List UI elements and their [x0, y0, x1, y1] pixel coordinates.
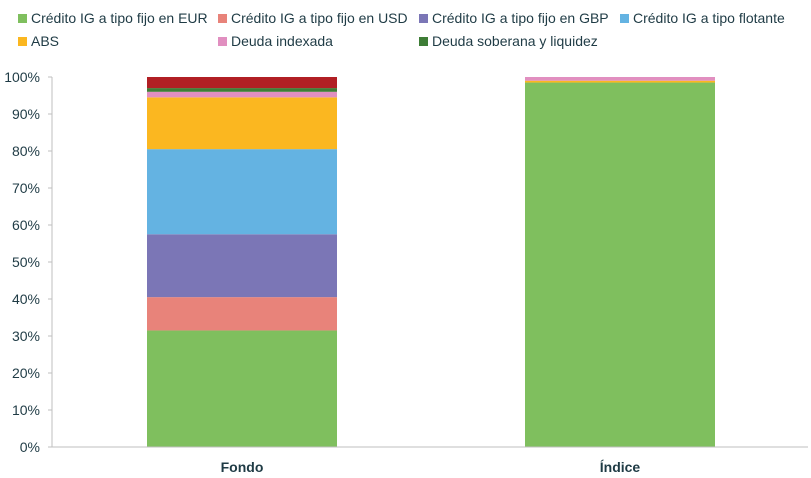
y-tick-label: 30%	[12, 328, 40, 344]
legend-label: Crédito IG a tipo fijo en USD	[231, 10, 408, 26]
bar-segment-series-8	[147, 77, 337, 89]
legend-item-credito-ig-a-tipo-fijo-en-eur: Crédito IG a tipo fijo en EUR	[18, 10, 208, 26]
y-tick-label: 70%	[12, 180, 40, 196]
y-tick-label: 20%	[12, 365, 40, 381]
legend-label: Deuda soberana y liquidez	[432, 33, 598, 49]
y-tick-label: 0%	[20, 439, 40, 455]
legend-item-credito-ig-a-tipo-fijo-en-gbp: Crédito IG a tipo fijo en GBP	[419, 10, 609, 26]
bar-stack-indice	[525, 77, 715, 448]
bars	[147, 77, 715, 448]
bar-segment-credito-ig-a-tipo-fijo-en-gbp	[147, 234, 337, 298]
y-tick-label: 50%	[12, 254, 40, 270]
y-tick-label: 40%	[12, 291, 40, 307]
legend-label: Deuda indexada	[231, 33, 333, 49]
bar-segment-abs	[525, 80, 715, 83]
legend-swatch	[218, 37, 227, 46]
bar-segment-deuda-indexada	[147, 91, 337, 98]
legend-swatch	[419, 14, 428, 23]
legend-swatch	[18, 14, 27, 23]
x-category-label-indice: Índice	[600, 459, 641, 475]
bar-segment-deuda-indexada	[525, 77, 715, 81]
x-axis: Fondo Índice	[52, 446, 808, 475]
y-tick-label: 90%	[12, 106, 40, 122]
legend-label: Crédito IG a tipo fijo en GBP	[432, 10, 609, 26]
bar-segment-abs	[147, 97, 337, 150]
legend: Crédito IG a tipo fijo en EUR Crédito IG …	[18, 10, 785, 49]
bar-segment-deuda-soberana-y-liquidez	[147, 88, 337, 92]
bar-segment-credito-ig-a-tipo-fijo-en-eur	[147, 330, 337, 447]
legend-label: Crédito IG a tipo flotante	[633, 10, 785, 26]
legend-item-credito-ig-a-tipo-flotante: Crédito IG a tipo flotante	[620, 10, 785, 26]
bar-segment-credito-ig-a-tipo-flotante	[147, 149, 337, 235]
legend-item-deuda-indexada: Deuda indexada	[218, 33, 333, 49]
legend-swatch	[620, 14, 629, 23]
legend-item-abs: ABS	[18, 33, 59, 49]
legend-label: Crédito IG a tipo fijo en EUR	[31, 10, 208, 26]
y-tick-label: 60%	[12, 217, 40, 233]
legend-item-credito-ig-a-tipo-fijo-en-usd: Crédito IG a tipo fijo en USD	[218, 10, 408, 26]
x-category-label-fondo: Fondo	[221, 459, 264, 475]
bar-stack-fondo	[147, 77, 337, 447]
legend-item-deuda-soberana-y-liquidez: Deuda soberana y liquidez	[419, 33, 598, 49]
legend-label: ABS	[31, 33, 59, 49]
legend-swatch	[419, 37, 428, 46]
bar-segment-credito-ig-a-tipo-fijo-en-usd	[147, 297, 337, 331]
y-tick-label: 100%	[4, 69, 40, 85]
y-axis: 0% 10% 20% 30% 40% 50% 60% 70% 80% 90% 100%	[4, 69, 53, 455]
y-tick-label: 80%	[12, 143, 40, 159]
y-tick-label: 10%	[12, 402, 40, 418]
legend-swatch	[18, 37, 27, 46]
legend-swatch	[218, 14, 227, 23]
bar-segment-credito-ig-a-tipo-fijo-en-eur	[525, 82, 715, 448]
